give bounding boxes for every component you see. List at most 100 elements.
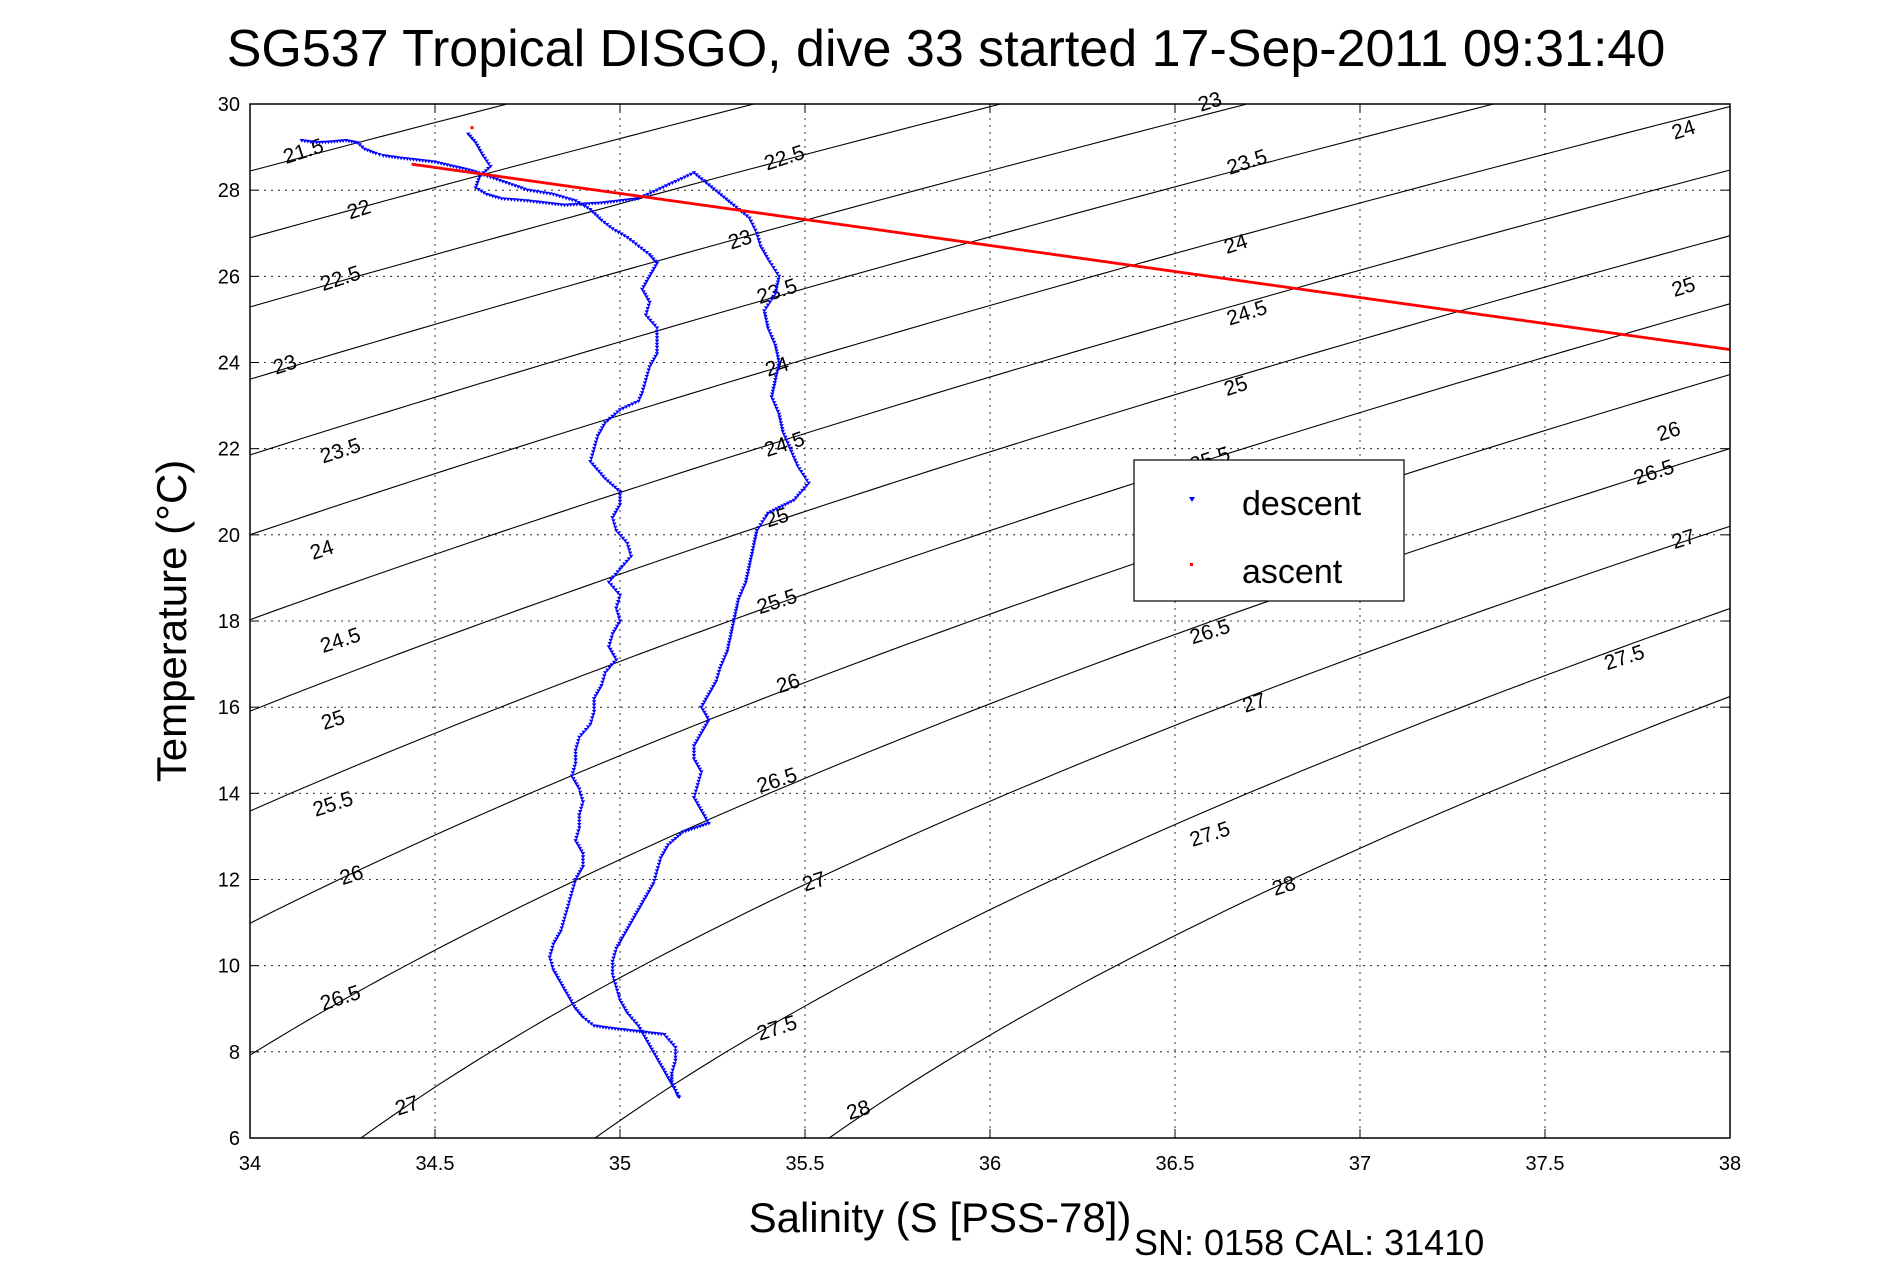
- descent-point: [702, 814, 707, 818]
- descent-point: [479, 189, 484, 194]
- descent-point: [657, 859, 662, 864]
- ascent-point: [809, 218, 813, 222]
- ascent-point: [1112, 261, 1116, 265]
- y-tick-label: 30: [218, 94, 240, 116]
- descent-point: [579, 803, 585, 808]
- ascent-point: [867, 227, 870, 230]
- descent-point: [754, 231, 760, 236]
- descent-point: [578, 790, 583, 795]
- ascent-point: [1354, 295, 1357, 299]
- descent-point: [509, 183, 515, 187]
- descent-point: [772, 340, 777, 345]
- x-tick-label: 37.5: [1526, 1153, 1565, 1175]
- ascent-point: [1518, 318, 1522, 322]
- descent-point: [773, 378, 778, 382]
- ascent-point: [506, 176, 510, 180]
- descent-point: [551, 192, 556, 197]
- descent-point: [735, 603, 740, 608]
- ascent-point: [1108, 261, 1112, 264]
- ascent-point: [419, 164, 422, 167]
- ascent-point: [627, 193, 630, 197]
- ascent-point: [1405, 302, 1409, 306]
- ascent-point: [1493, 315, 1496, 318]
- ascent-point: [756, 211, 759, 215]
- ascent-point: [1122, 262, 1126, 266]
- ascent-point: [1467, 311, 1470, 315]
- descent-point: [668, 1081, 674, 1085]
- descent-point: [670, 181, 675, 185]
- descent-point: [627, 548, 632, 552]
- descent-point: [730, 626, 735, 631]
- ascent-point: [1015, 247, 1019, 251]
- ascent-point: [1025, 249, 1028, 253]
- ascent-point: [423, 164, 426, 168]
- ascent-point: [488, 173, 492, 177]
- descent-point: [617, 199, 623, 203]
- descent-point: [694, 739, 700, 743]
- ascent-point: [1310, 289, 1314, 293]
- descent-point: [686, 828, 691, 833]
- ascent-point: [892, 230, 896, 234]
- ascent-point: [1693, 343, 1696, 346]
- ascent-point: [1683, 341, 1686, 345]
- ascent-point: [1114, 261, 1118, 265]
- ascent-point: [1269, 283, 1272, 287]
- descent-point: [607, 225, 612, 229]
- ascent-point: [1164, 268, 1167, 272]
- ascent-point: [500, 175, 504, 179]
- ascent-point: [673, 199, 676, 203]
- descent-point: [381, 154, 386, 158]
- ascent-point: [1554, 323, 1557, 327]
- descent-point: [621, 933, 626, 938]
- descent-point: [604, 223, 610, 227]
- descent-point: [773, 375, 779, 379]
- descent-point: [691, 796, 697, 800]
- ascent-point: [1635, 335, 1639, 338]
- descent-point: [736, 597, 741, 602]
- descent-point: [678, 832, 683, 837]
- ascent-point: [1013, 247, 1017, 251]
- descent-point: [610, 963, 615, 967]
- descent-point: [591, 703, 597, 707]
- ascent-point: [526, 179, 529, 182]
- descent-point: [610, 972, 615, 977]
- descent-point: [610, 483, 615, 488]
- ascent-point: [1102, 260, 1106, 263]
- descent-point: [617, 499, 623, 504]
- descent-point: [573, 761, 578, 766]
- descent-point: [531, 189, 537, 194]
- descent-point: [753, 534, 758, 539]
- ascent-point: [613, 191, 616, 195]
- ascent-point: [1548, 322, 1551, 326]
- ascent-point: [1168, 269, 1171, 273]
- descent-point: [577, 870, 583, 874]
- descent-point: [617, 941, 622, 946]
- descent-point: [763, 317, 769, 322]
- ascent-point: [593, 188, 597, 192]
- ascent-point: [1402, 302, 1405, 305]
- ascent-point: [1691, 342, 1694, 346]
- ascent-point: [502, 175, 506, 179]
- ascent-point: [1540, 321, 1543, 325]
- descent-point: [752, 540, 757, 544]
- ascent-point: [583, 187, 587, 190]
- ascent-point: [803, 218, 807, 221]
- descent-point: [573, 877, 578, 882]
- descent-point: [727, 638, 732, 642]
- x-tick-label: 36.5: [1156, 1153, 1195, 1175]
- ascent-point: [774, 213, 777, 217]
- ascent-point: [1404, 302, 1407, 306]
- ascent-point: [1431, 306, 1435, 310]
- descent-point: [774, 406, 779, 411]
- descent-point: [654, 261, 660, 266]
- ascent-point: [875, 228, 878, 231]
- descent-point: [589, 1022, 594, 1026]
- ascent-point: [1265, 283, 1268, 286]
- descent-point: [654, 329, 660, 334]
- ascent-point: [1528, 320, 1532, 323]
- descent-point: [667, 1078, 672, 1083]
- descent-point: [588, 208, 593, 212]
- descent-point: [600, 426, 605, 430]
- ascent-point: [667, 198, 670, 202]
- descent-point: [564, 991, 569, 996]
